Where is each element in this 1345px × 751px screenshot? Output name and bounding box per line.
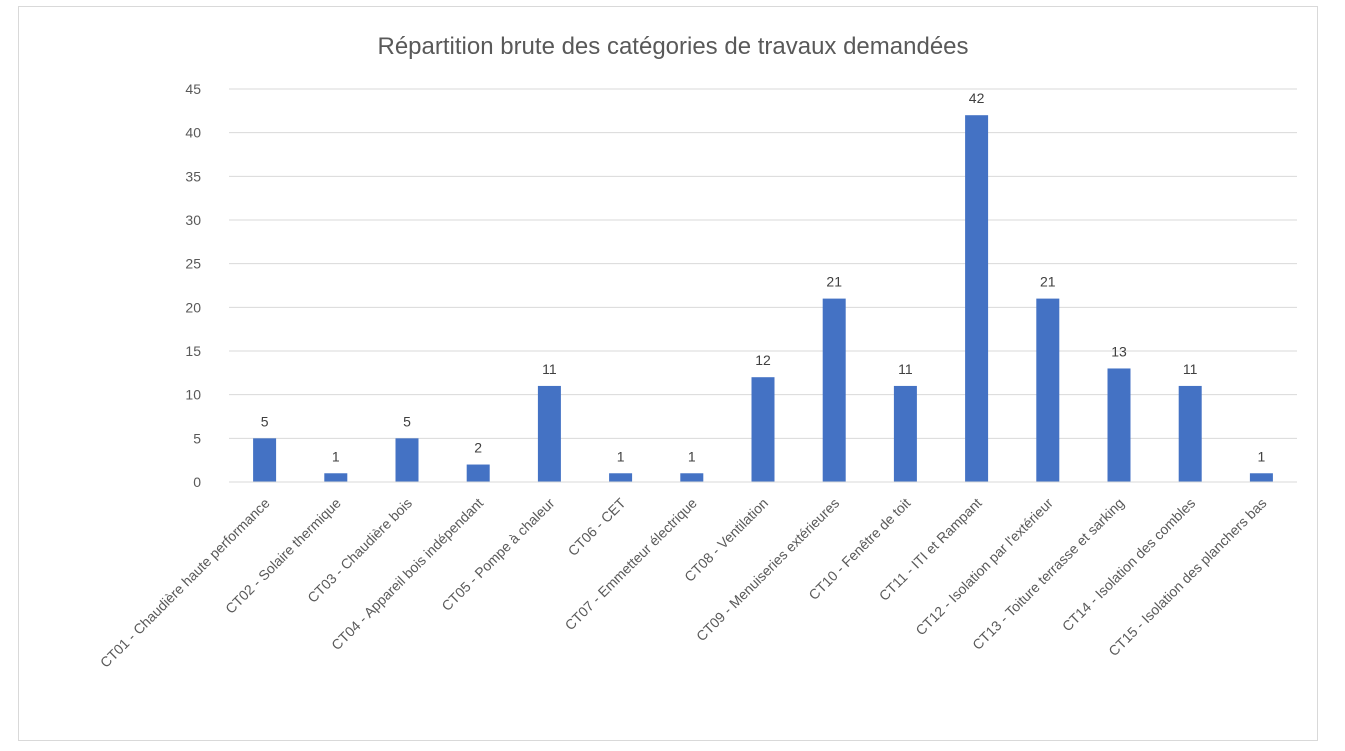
bar: [466, 464, 490, 482]
data-label: 11: [1183, 361, 1198, 377]
data-label: 13: [1111, 343, 1127, 359]
y-tick-label: 0: [193, 474, 201, 490]
bar: [893, 385, 917, 482]
bar: [751, 377, 775, 482]
bar: [680, 473, 704, 482]
category-label: CT14 - Isolation des combles: [1059, 495, 1199, 635]
category-label: CT12 - Isolation par l'extérieur: [912, 495, 1056, 639]
bar: [253, 438, 277, 482]
y-tick-label: 10: [185, 387, 201, 403]
chart-frame: Répartition brute des catégories de trav…: [18, 6, 1318, 741]
bar: [1107, 368, 1131, 482]
bar: [324, 473, 348, 482]
data-label: 21: [1040, 274, 1056, 290]
bar: [1036, 298, 1060, 482]
category-label: CT04 - Appareil bois indépendant: [328, 495, 486, 653]
data-label: 42: [969, 90, 985, 106]
data-label: 11: [898, 361, 913, 377]
y-tick-label: 45: [185, 81, 201, 97]
data-label: 2: [474, 440, 482, 456]
bars: [253, 115, 1273, 482]
y-tick-label: 20: [185, 299, 201, 315]
gridlines: [229, 88, 1297, 439]
data-label: 1: [1258, 448, 1266, 464]
y-tick-label: 5: [193, 430, 201, 446]
data-label: 1: [617, 448, 625, 464]
data-label: 5: [261, 413, 269, 429]
bar: [1178, 385, 1202, 482]
y-tick-label: 40: [185, 125, 201, 141]
y-tick-label: 35: [185, 168, 201, 184]
category-label: CT07 - Emmetteur électrique: [562, 495, 701, 634]
category-label: CT09 - Menuiseries extérieures: [693, 495, 842, 644]
data-label: 21: [826, 274, 842, 290]
bar: [537, 385, 561, 482]
category-label: CT15 - Isolation des planchers bas: [1105, 495, 1269, 659]
chart-title: Répartition brute des catégories de trav…: [377, 33, 968, 60]
bar: [965, 115, 989, 482]
y-axis-ticks: 0 5 10 15 20 25 30 35 40 45: [185, 81, 201, 490]
category-label: CT06 - CET: [565, 494, 629, 558]
data-label: 11: [542, 361, 557, 377]
y-tick-label: 25: [185, 256, 201, 272]
bar: [609, 473, 633, 482]
bar: [1249, 473, 1273, 482]
data-label: 12: [755, 352, 771, 368]
data-label: 5: [403, 413, 411, 429]
y-tick-label: 15: [185, 343, 201, 359]
data-label: 1: [688, 448, 696, 464]
bar: [822, 298, 846, 482]
category-label: CT13 - Toiture terrasse et sarking: [969, 495, 1127, 653]
bar: [395, 438, 419, 482]
category-label: CT02 - Solaire thermique: [222, 495, 344, 617]
data-label: 1: [332, 448, 340, 464]
bar-chart: Répartition brute des catégories de trav…: [97, 33, 1297, 671]
y-tick-label: 30: [185, 212, 201, 228]
